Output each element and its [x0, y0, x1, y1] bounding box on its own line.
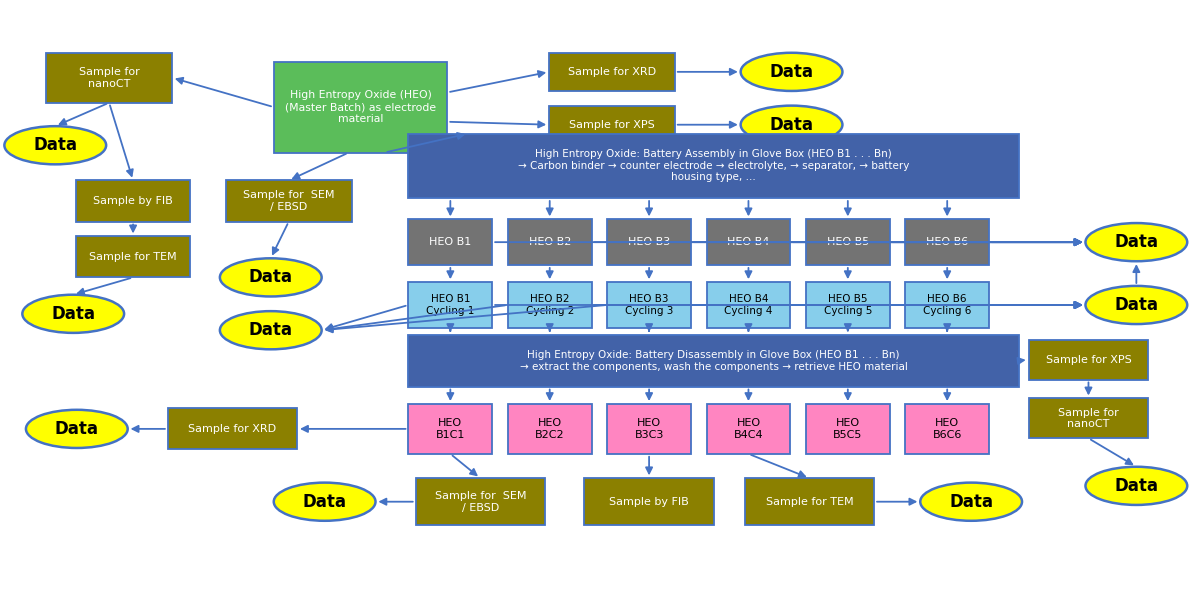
Text: HEO
B3C3: HEO B3C3	[635, 418, 664, 440]
Ellipse shape	[1086, 286, 1187, 324]
FancyBboxPatch shape	[905, 219, 989, 265]
Text: HEO B1: HEO B1	[430, 237, 472, 247]
FancyBboxPatch shape	[550, 53, 674, 91]
Text: HEO B3: HEO B3	[628, 237, 671, 247]
FancyBboxPatch shape	[607, 282, 691, 328]
Text: Data: Data	[55, 420, 98, 438]
FancyBboxPatch shape	[806, 219, 889, 265]
Text: HEO B6: HEO B6	[926, 237, 968, 247]
Text: Sample by FIB: Sample by FIB	[610, 497, 689, 507]
Ellipse shape	[740, 106, 842, 144]
FancyBboxPatch shape	[905, 282, 989, 328]
FancyBboxPatch shape	[168, 408, 298, 450]
Text: Data: Data	[1115, 477, 1158, 495]
FancyBboxPatch shape	[77, 236, 190, 277]
FancyBboxPatch shape	[408, 282, 492, 328]
Text: HEO
B6C6: HEO B6C6	[932, 418, 962, 440]
Text: Sample for
nanoCT: Sample for nanoCT	[1058, 408, 1118, 429]
Text: Sample for XPS: Sample for XPS	[1045, 355, 1132, 365]
FancyBboxPatch shape	[707, 404, 791, 454]
FancyBboxPatch shape	[274, 61, 448, 153]
FancyBboxPatch shape	[1028, 398, 1148, 438]
Text: Sample for TEM: Sample for TEM	[766, 497, 853, 507]
FancyBboxPatch shape	[408, 133, 1019, 198]
Text: Sample for  SEM
/ EBSD: Sample for SEM / EBSD	[242, 190, 335, 212]
FancyBboxPatch shape	[806, 404, 889, 454]
Text: HEO
B4C4: HEO B4C4	[733, 418, 763, 440]
Text: Sample for
nanoCT: Sample for nanoCT	[79, 67, 139, 88]
Text: High Entropy Oxide (HEO)
(Master Batch) as electrode
material: High Entropy Oxide (HEO) (Master Batch) …	[284, 90, 436, 124]
Text: Data: Data	[769, 116, 814, 134]
Text: High Entropy Oxide: Battery Assembly in Glove Box (HEO B1 . . . Bn)
→ Carbon bin: High Entropy Oxide: Battery Assembly in …	[518, 149, 910, 182]
Text: HEO B3
Cycling 3: HEO B3 Cycling 3	[625, 294, 673, 316]
Text: Sample by FIB: Sample by FIB	[94, 196, 173, 206]
Text: Data: Data	[769, 63, 814, 81]
Text: Data: Data	[302, 493, 347, 511]
Text: Data: Data	[52, 305, 95, 323]
Text: High Entropy Oxide: Battery Disassembly in Glove Box (HEO B1 . . . Bn)
→ extract: High Entropy Oxide: Battery Disassembly …	[520, 350, 907, 372]
FancyBboxPatch shape	[806, 282, 889, 328]
Text: Sample for XPS: Sample for XPS	[569, 120, 655, 130]
FancyBboxPatch shape	[745, 478, 874, 525]
Text: Data: Data	[1115, 233, 1158, 251]
Ellipse shape	[26, 410, 127, 448]
Text: Sample for XRD: Sample for XRD	[188, 424, 276, 434]
FancyBboxPatch shape	[607, 404, 691, 454]
FancyBboxPatch shape	[408, 219, 492, 265]
Text: HEO B5: HEO B5	[827, 237, 869, 247]
Text: HEO B6
Cycling 6: HEO B6 Cycling 6	[923, 294, 971, 316]
Text: HEO B4: HEO B4	[727, 237, 769, 247]
FancyBboxPatch shape	[226, 181, 352, 222]
Ellipse shape	[220, 311, 322, 349]
FancyBboxPatch shape	[707, 282, 791, 328]
Ellipse shape	[274, 483, 376, 521]
Text: HEO B5
Cycling 5: HEO B5 Cycling 5	[823, 294, 872, 316]
Ellipse shape	[5, 126, 106, 165]
Text: HEO B2: HEO B2	[528, 237, 571, 247]
Ellipse shape	[220, 258, 322, 296]
FancyBboxPatch shape	[508, 219, 592, 265]
Text: Sample for  SEM
/ EBSD: Sample for SEM / EBSD	[434, 491, 526, 513]
Text: Data: Data	[34, 136, 77, 154]
Text: HEO
B5C5: HEO B5C5	[833, 418, 863, 440]
Text: Data: Data	[949, 493, 994, 511]
Text: Sample for TEM: Sample for TEM	[89, 252, 176, 262]
Ellipse shape	[740, 53, 842, 91]
FancyBboxPatch shape	[77, 181, 190, 222]
FancyBboxPatch shape	[408, 335, 1019, 386]
FancyBboxPatch shape	[508, 404, 592, 454]
Text: Data: Data	[248, 268, 293, 286]
FancyBboxPatch shape	[47, 53, 172, 103]
FancyBboxPatch shape	[408, 404, 492, 454]
FancyBboxPatch shape	[550, 106, 674, 144]
FancyBboxPatch shape	[905, 404, 989, 454]
Text: Sample for XRD: Sample for XRD	[568, 67, 656, 77]
Ellipse shape	[920, 483, 1022, 521]
FancyBboxPatch shape	[1028, 340, 1148, 379]
Text: HEO B1
Cycling 1: HEO B1 Cycling 1	[426, 294, 474, 316]
Ellipse shape	[23, 295, 124, 333]
Text: HEO B2
Cycling 2: HEO B2 Cycling 2	[526, 294, 574, 316]
Text: HEO B4
Cycling 4: HEO B4 Cycling 4	[725, 294, 773, 316]
Text: Data: Data	[248, 321, 293, 339]
Ellipse shape	[1086, 223, 1187, 261]
Text: HEO
B1C1: HEO B1C1	[436, 418, 466, 440]
FancyBboxPatch shape	[415, 478, 545, 525]
FancyBboxPatch shape	[607, 219, 691, 265]
FancyBboxPatch shape	[707, 219, 791, 265]
FancyBboxPatch shape	[508, 282, 592, 328]
Text: HEO
B2C2: HEO B2C2	[535, 418, 564, 440]
Ellipse shape	[1086, 467, 1187, 505]
FancyBboxPatch shape	[584, 478, 714, 525]
Text: Data: Data	[1115, 296, 1158, 314]
